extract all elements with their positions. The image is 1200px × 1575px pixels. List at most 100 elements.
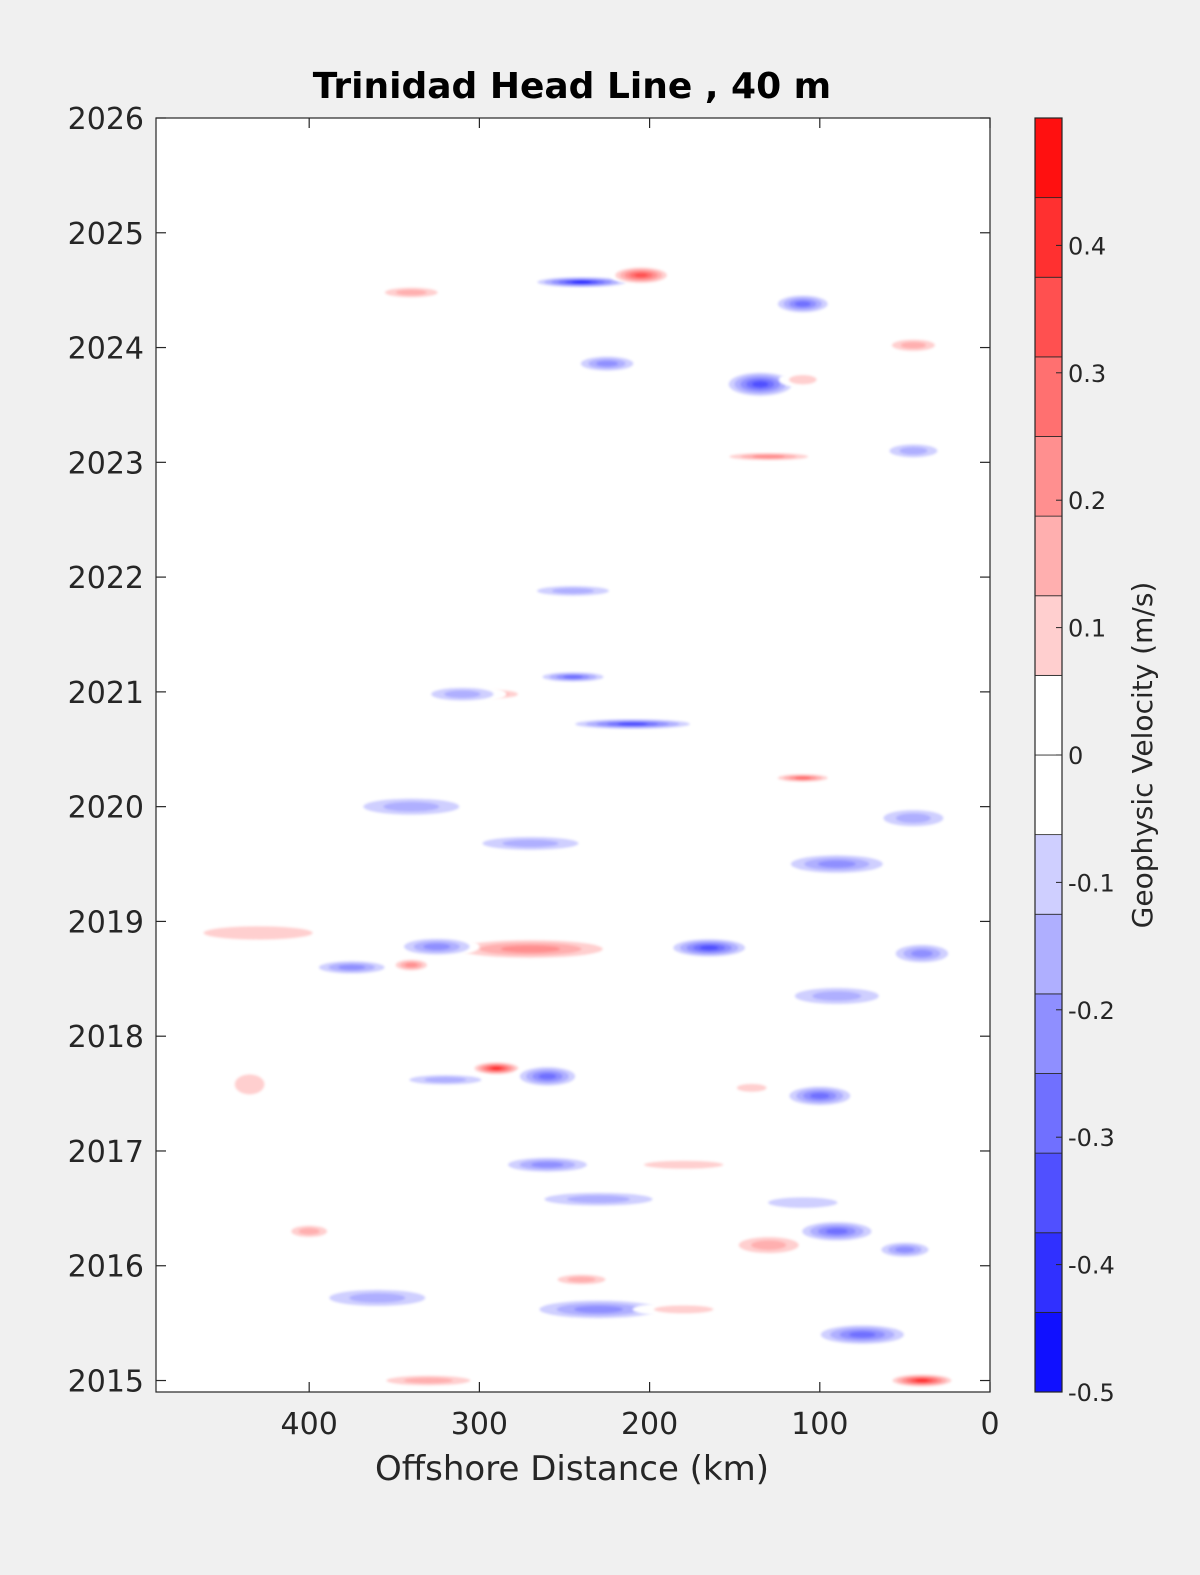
contour-level: [551, 588, 595, 594]
colorbar-tick-label: -0.2: [1068, 997, 1115, 1025]
contour-level: [404, 962, 418, 968]
velocity-feature: [782, 1084, 858, 1108]
contour-level: [617, 722, 648, 727]
colorbar-tick-label: 0.2: [1068, 487, 1106, 515]
colorbar-tick-label: 0.3: [1068, 360, 1106, 388]
plot-background: [156, 118, 990, 1392]
velocity-feature: [887, 942, 956, 966]
velocity-feature: [394, 936, 480, 958]
velocity-feature: [777, 984, 897, 1008]
velocity-feature: [879, 441, 948, 461]
colorbar-segment: [1034, 436, 1063, 517]
contour-level: [203, 926, 313, 940]
velocity-feature: [521, 583, 625, 598]
velocity-feature: [772, 293, 834, 315]
contour-level: [395, 289, 427, 296]
contour-level: [234, 1074, 265, 1095]
velocity-feature: [390, 958, 432, 972]
velocity-feature: [521, 1297, 676, 1321]
colorbar-tick-label: 0: [1068, 742, 1083, 770]
x-tick-label: 400: [281, 1407, 338, 1442]
velocity-feature: [610, 266, 672, 285]
velocity-feature: [535, 671, 611, 683]
colorbar-tick-label: -0.5: [1068, 1379, 1115, 1407]
y-tick-label: 2022: [68, 561, 144, 596]
y-tick-label: 2019: [68, 905, 144, 940]
colorbar-segment: [1034, 197, 1063, 278]
contour-level: [812, 991, 862, 1001]
velocity-feature: [283, 1223, 335, 1240]
velocity-feature: [794, 1219, 880, 1243]
velocity-feature: [811, 1323, 914, 1347]
velocity-feature: [343, 795, 480, 819]
velocity-feature: [309, 959, 395, 976]
velocity-feature: [777, 852, 897, 876]
contour-level: [810, 1092, 830, 1099]
y-tick-label: 2024: [68, 332, 144, 367]
x-axis: 400 300 200 100 0: [281, 118, 1000, 1442]
velocity-feature: [666, 937, 752, 959]
colorbar-segment: [1034, 595, 1063, 676]
colorbar-segment: [1034, 1152, 1063, 1234]
velocity-feature: [513, 1064, 582, 1088]
contour-level: [531, 1161, 564, 1168]
contour-level: [752, 454, 785, 459]
contour-level: [751, 1240, 787, 1250]
y-axis: 2015 2016 2017 2018 2019 2020 2021 2022 2023 2024…: [68, 102, 990, 1400]
contour-level: [349, 1293, 406, 1303]
contour-level: [849, 1331, 876, 1338]
contour-level: [491, 1066, 502, 1071]
contour-level: [653, 1305, 714, 1314]
y-tick-label: 2025: [68, 217, 144, 252]
x-tick-label: 300: [451, 1407, 508, 1442]
contour-level: [736, 1083, 767, 1092]
contour-level: [298, 1228, 320, 1235]
velocity-feature: [632, 1302, 735, 1317]
colorbar-segment: [1034, 834, 1063, 915]
contour-level: [403, 1377, 453, 1384]
velocity-feature: [418, 684, 507, 704]
velocity-feature: [309, 1286, 446, 1310]
velocity-feature: [521, 1189, 676, 1209]
velocity-feature: [887, 1373, 956, 1388]
colorbar-tick-label: 0.4: [1068, 232, 1106, 260]
colorbar-tick-label: -0.3: [1068, 1124, 1115, 1152]
velocity-feature: [874, 1240, 936, 1259]
contour-level: [574, 1305, 623, 1314]
contour-level: [899, 447, 928, 455]
velocity-feature: [224, 1067, 276, 1102]
y-tick-label: 2018: [68, 1020, 144, 1055]
colorbar-segment: [1034, 117, 1063, 199]
contour-level: [752, 381, 769, 388]
contour-level: [900, 341, 927, 349]
velocity-feature: [368, 1373, 488, 1388]
colorbar-segment: [1034, 1232, 1063, 1313]
velocity-feature: [547, 1272, 616, 1287]
colorbar-segment: [1034, 754, 1063, 836]
colorbar-segment: [1034, 674, 1063, 756]
velocity-feature: [470, 1061, 522, 1076]
velocity-feature: [743, 1193, 863, 1212]
velocity-feature: [573, 354, 642, 373]
contour-level: [444, 690, 481, 698]
y-tick-label: 2021: [68, 676, 144, 711]
contour-level: [567, 1276, 596, 1283]
contour-level: [825, 1228, 848, 1235]
velocity-feature: [726, 1080, 778, 1095]
contour-level: [643, 1160, 724, 1169]
colorbar-segment: [1034, 1073, 1063, 1154]
y-tick-label: 2016: [68, 1250, 144, 1285]
contour-level: [563, 674, 583, 679]
chart-title: Trinidad Head Line , 40 m: [313, 66, 831, 107]
contour-level: [634, 273, 648, 278]
colorbar-tick-label: 0.1: [1068, 615, 1106, 643]
colorbar-segment: [1034, 515, 1063, 597]
velocity-field: [164, 266, 956, 1388]
colorbar-tick-label: -0.1: [1068, 869, 1115, 897]
velocity-feature: [722, 370, 798, 399]
contour-level: [596, 360, 618, 367]
x-tick-label: 200: [621, 1407, 678, 1442]
y-tick-label: 2023: [68, 446, 144, 481]
y-tick-label: 2017: [68, 1135, 144, 1170]
